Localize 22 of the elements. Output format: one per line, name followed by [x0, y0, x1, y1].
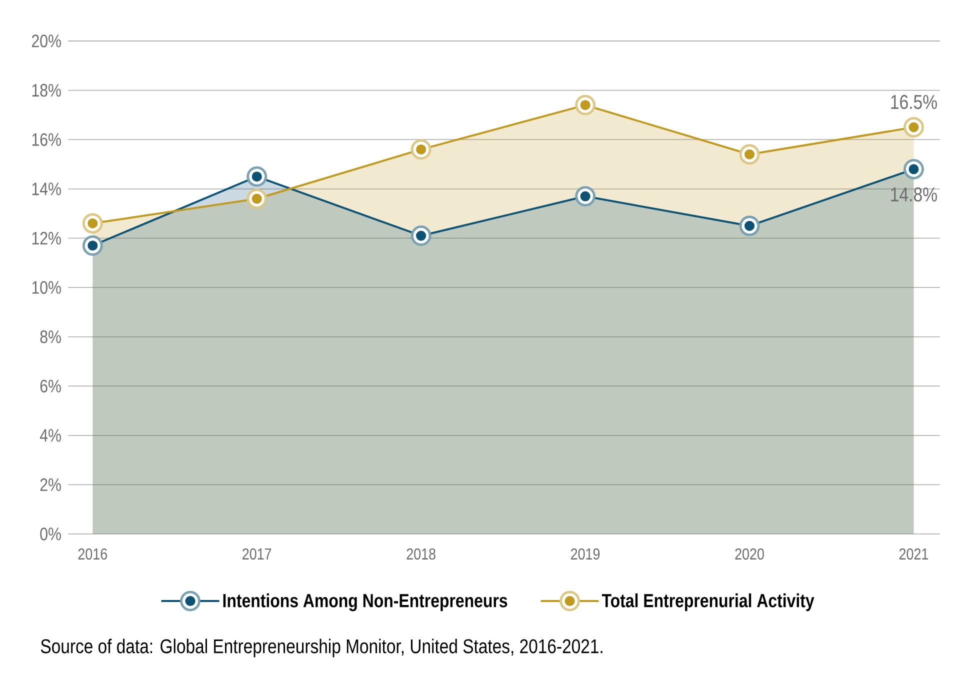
data-label: 14.8% [891, 187, 937, 202]
legend-label: Total Entreprenurial Activity [602, 593, 814, 612]
y-tick-label: 20% [32, 34, 61, 48]
y-tick-label: 4% [40, 429, 61, 442]
y-tick-label: 14% [32, 182, 61, 196]
x-tick-label: 2018 [406, 548, 436, 560]
y-tick-label: 6% [40, 380, 61, 392]
x-tick-label: 2017 [242, 548, 272, 560]
x-tick-label: 2019 [571, 548, 600, 560]
y-tick-label: 12% [32, 232, 61, 245]
y-tick-label: 10% [32, 281, 61, 294]
x-tick-label: 2021 [899, 548, 928, 560]
legend-label: Intentions Among Non-Entrepreneurs [223, 593, 508, 612]
data-label: 16.5% [891, 94, 937, 110]
x-tick-label: 2020 [735, 548, 764, 560]
y-tick-label: 2% [40, 478, 61, 492]
y-tick-label: 0% [40, 528, 61, 540]
x-tick-label: 2016 [78, 548, 107, 560]
y-tick-label: 8% [40, 330, 61, 344]
source-note: Source of data: Global Entrepreneurship Monitor, United States, 2016-2021. [40, 638, 602, 658]
y-tick-label: 16% [32, 133, 61, 146]
y-tick-label: 18% [32, 84, 61, 97]
